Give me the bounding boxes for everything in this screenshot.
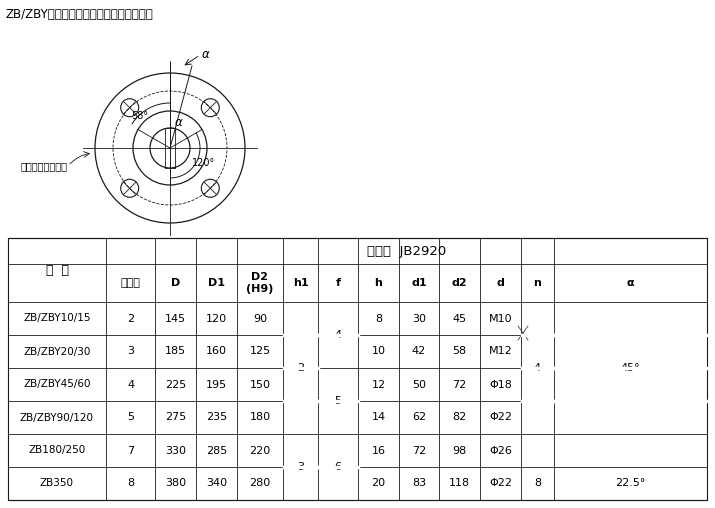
Text: M12: M12 bbox=[488, 346, 513, 357]
Text: 62: 62 bbox=[412, 412, 426, 423]
Text: 4: 4 bbox=[534, 363, 541, 373]
Text: 45°: 45° bbox=[621, 363, 641, 373]
Text: 225: 225 bbox=[165, 379, 186, 390]
Text: Φ26: Φ26 bbox=[489, 446, 512, 456]
Text: ZB180/250: ZB180/250 bbox=[29, 446, 86, 456]
Text: 340: 340 bbox=[206, 479, 227, 489]
Bar bbox=[510, 273, 620, 311]
Text: 12: 12 bbox=[371, 379, 385, 390]
Bar bbox=[440, 278, 510, 311]
Bar bbox=[440, 355, 510, 388]
Text: d2: d2 bbox=[452, 278, 468, 288]
Text: 2: 2 bbox=[297, 363, 304, 373]
Text: 98: 98 bbox=[453, 446, 467, 456]
Text: 83: 83 bbox=[412, 479, 426, 489]
Text: 8: 8 bbox=[375, 313, 382, 324]
Text: 185: 185 bbox=[165, 346, 186, 357]
Text: 235: 235 bbox=[206, 412, 227, 423]
Text: 45: 45 bbox=[453, 313, 467, 324]
Text: φd2: φd2 bbox=[545, 405, 563, 415]
Text: f: f bbox=[415, 328, 419, 338]
Text: α: α bbox=[626, 278, 634, 288]
Text: 220: 220 bbox=[250, 446, 270, 456]
Text: 3: 3 bbox=[127, 346, 134, 357]
Text: 125: 125 bbox=[250, 346, 270, 357]
Text: 380: 380 bbox=[165, 479, 186, 489]
Text: 5: 5 bbox=[335, 396, 342, 406]
Text: ZB/ZBY45/60: ZB/ZBY45/60 bbox=[24, 379, 91, 390]
Text: 16: 16 bbox=[372, 446, 385, 456]
Text: 150: 150 bbox=[250, 379, 270, 390]
Text: 型  号: 型 号 bbox=[46, 264, 69, 276]
Text: 4: 4 bbox=[335, 330, 342, 340]
Text: M10: M10 bbox=[488, 313, 513, 324]
Text: 3: 3 bbox=[297, 462, 304, 472]
Text: φD2: φD2 bbox=[546, 420, 564, 429]
Text: n-φd: n-φd bbox=[644, 258, 668, 268]
Text: 145: 145 bbox=[165, 313, 186, 324]
Text: 4: 4 bbox=[127, 379, 134, 390]
Text: d: d bbox=[496, 278, 505, 288]
Text: 58°: 58° bbox=[132, 111, 149, 121]
Text: 7: 7 bbox=[127, 446, 134, 456]
Text: 118: 118 bbox=[449, 479, 470, 489]
Text: 180: 180 bbox=[250, 412, 270, 423]
Text: 5: 5 bbox=[127, 412, 134, 423]
Text: D: D bbox=[171, 278, 180, 288]
Text: 8: 8 bbox=[127, 479, 134, 489]
Text: h1: h1 bbox=[517, 318, 528, 327]
Text: φd1: φd1 bbox=[540, 397, 558, 405]
Text: 330: 330 bbox=[165, 446, 186, 456]
Text: h: h bbox=[375, 278, 383, 288]
Text: 2: 2 bbox=[127, 313, 134, 324]
Text: 120: 120 bbox=[206, 313, 227, 324]
Text: 6: 6 bbox=[335, 462, 342, 472]
Text: 30: 30 bbox=[412, 313, 426, 324]
Text: 90: 90 bbox=[253, 313, 267, 324]
Text: ZB/ZBY10/15: ZB/ZBY10/15 bbox=[24, 313, 91, 324]
Text: 280: 280 bbox=[250, 479, 270, 489]
Text: h: h bbox=[541, 314, 547, 323]
Text: n: n bbox=[533, 278, 541, 288]
Text: D2
(H9): D2 (H9) bbox=[246, 272, 274, 294]
Text: 14: 14 bbox=[371, 412, 385, 423]
Text: 法兰号: 法兰号 bbox=[121, 278, 140, 288]
Text: D1: D1 bbox=[208, 278, 225, 288]
Text: 120°: 120° bbox=[192, 158, 215, 168]
Bar bbox=[510, 355, 620, 393]
Text: 与辆杆轴心线平行: 与辆杆轴心线平行 bbox=[21, 161, 68, 171]
Text: 22.5°: 22.5° bbox=[616, 479, 646, 489]
Text: α: α bbox=[175, 116, 183, 130]
Text: 275: 275 bbox=[165, 412, 186, 423]
Text: h1: h1 bbox=[292, 278, 308, 288]
Text: φD1: φD1 bbox=[522, 429, 541, 438]
Text: n-Md: n-Md bbox=[362, 278, 388, 288]
Text: f: f bbox=[335, 278, 340, 288]
Text: 82: 82 bbox=[453, 412, 467, 423]
Text: 72: 72 bbox=[453, 379, 467, 390]
Text: 10: 10 bbox=[372, 346, 385, 357]
Text: ZB/ZBY与阀门连接的结构示意图及尺寸：: ZB/ZBY与阀门连接的结构示意图及尺寸： bbox=[6, 8, 154, 21]
Text: d1: d1 bbox=[411, 278, 427, 288]
Text: 285: 285 bbox=[206, 446, 227, 456]
Text: 20: 20 bbox=[371, 479, 385, 489]
Text: φD: φD bbox=[523, 438, 536, 447]
Text: 转矩型  JB2920: 转矩型 JB2920 bbox=[367, 244, 446, 258]
Text: α: α bbox=[202, 48, 209, 61]
Text: 42: 42 bbox=[412, 346, 426, 357]
Text: 8: 8 bbox=[534, 479, 541, 489]
Bar bbox=[518, 326, 528, 340]
Text: ZB350: ZB350 bbox=[40, 479, 74, 489]
Text: 195: 195 bbox=[206, 379, 227, 390]
Text: Φ22: Φ22 bbox=[489, 412, 512, 423]
Text: 50: 50 bbox=[412, 379, 426, 390]
Text: 160: 160 bbox=[206, 346, 227, 357]
Text: ZB/ZBY20/30: ZB/ZBY20/30 bbox=[24, 346, 91, 357]
Text: 72: 72 bbox=[412, 446, 426, 456]
Text: Φ22: Φ22 bbox=[489, 479, 512, 489]
Text: ZB/ZBY90/120: ZB/ZBY90/120 bbox=[20, 412, 94, 423]
Text: 58: 58 bbox=[453, 346, 467, 357]
Bar bbox=[8, 238, 707, 500]
Text: Φ18: Φ18 bbox=[489, 379, 512, 390]
